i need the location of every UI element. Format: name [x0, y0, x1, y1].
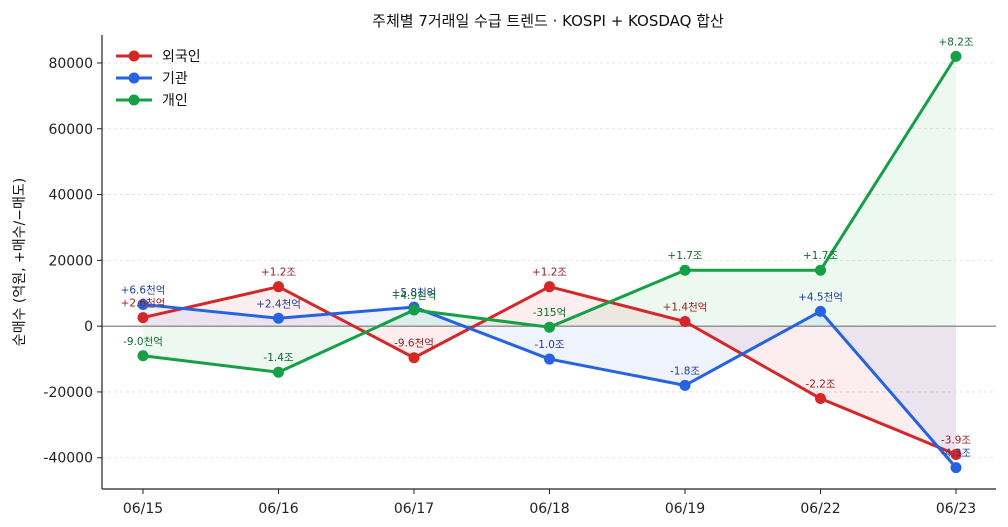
legend-swatch-marker [128, 50, 140, 62]
data-point [408, 352, 420, 364]
data-point [137, 312, 149, 324]
data-point [950, 448, 962, 460]
data-label: -9.0천억 [123, 336, 163, 348]
x-tick-label: 06/18 [529, 501, 569, 517]
legend-label: 외국인 [162, 49, 201, 65]
data-label: +2.4천억 [256, 298, 301, 310]
data-label: -3.9조 [941, 434, 971, 446]
data-label: +1.4천억 [663, 302, 708, 314]
data-label: -1.0조 [534, 339, 564, 351]
data-point [679, 264, 691, 276]
data-point [544, 281, 555, 293]
x-tick-label: 06/15 [123, 501, 163, 517]
x-tick-label: 06/19 [665, 501, 705, 517]
data-label: +1.2조 [261, 267, 296, 279]
x-tick-label: 06/23 [936, 501, 976, 517]
series-area [143, 56, 956, 373]
x-tick-label: 06/22 [800, 501, 840, 517]
data-point [544, 353, 555, 365]
legend-label: 개인 [162, 93, 188, 109]
data-label: +4.5천억 [798, 291, 843, 303]
data-label: -9.6천억 [394, 338, 434, 350]
legend-label: 기관 [162, 71, 188, 87]
data-label: -2.2조 [805, 379, 835, 391]
data-point [273, 312, 284, 324]
data-point [950, 50, 962, 62]
chart-title: 주체별 7거래일 수급 트렌드 · KOSPI + KOSDAQ 합산 [372, 12, 724, 30]
data-point [815, 305, 826, 317]
data-point [950, 462, 962, 474]
data-label: +2.6천억 [121, 298, 166, 310]
x-tick-label: 06/17 [394, 501, 434, 517]
data-label: -1.8조 [670, 365, 700, 377]
series-area [143, 286, 956, 455]
data-label: +8.2조 [938, 36, 973, 48]
data-point [137, 298, 149, 310]
data-point [679, 379, 691, 391]
data-point [544, 321, 555, 333]
y-tick-label: 20000 [48, 253, 93, 269]
data-label: +1.7조 [667, 250, 702, 262]
series-area [143, 304, 956, 468]
data-label: -315억 [533, 307, 567, 319]
data-labels: +2.6천억 +1.2조 -9.6천억 +1.2조 +1.4천억 -2.2조 -3.9조 +6… [121, 36, 974, 459]
y-axis-label: 순매수 (억원, +매수/−매도) [12, 178, 28, 346]
y-tick-label: 80000 [48, 56, 93, 72]
data-label: +1.2조 [532, 267, 567, 279]
data-label: +4.9천억 [392, 290, 437, 302]
y-tick-label: -20000 [43, 385, 93, 401]
data-point [679, 316, 691, 328]
data-point [815, 393, 826, 405]
data-point [815, 264, 826, 276]
y-tick-label: 0 [84, 319, 93, 335]
data-label: +5.8천억 [392, 287, 437, 299]
y-tick-label: 40000 [48, 188, 93, 204]
data-label: +6.6천억 [121, 284, 166, 296]
data-label: -1.4조 [263, 352, 293, 364]
area-fills [143, 56, 956, 468]
data-label: +1.7조 [803, 250, 838, 262]
data-point [273, 281, 284, 293]
data-point [273, 366, 284, 378]
data-point [137, 350, 149, 362]
x-tick-label: 06/16 [258, 501, 298, 517]
data-point [408, 304, 420, 316]
y-tick-label: 60000 [48, 122, 93, 138]
legend-swatch-marker [128, 72, 140, 84]
legend-swatch-marker [128, 94, 140, 106]
y-tick-label: -40000 [43, 451, 93, 467]
data-points [137, 50, 962, 474]
tick-labels: -40000 -20000 0 20000 40000 60000 80000 06/15 06… [43, 56, 976, 517]
data-label: -4.3조 [941, 448, 971, 460]
